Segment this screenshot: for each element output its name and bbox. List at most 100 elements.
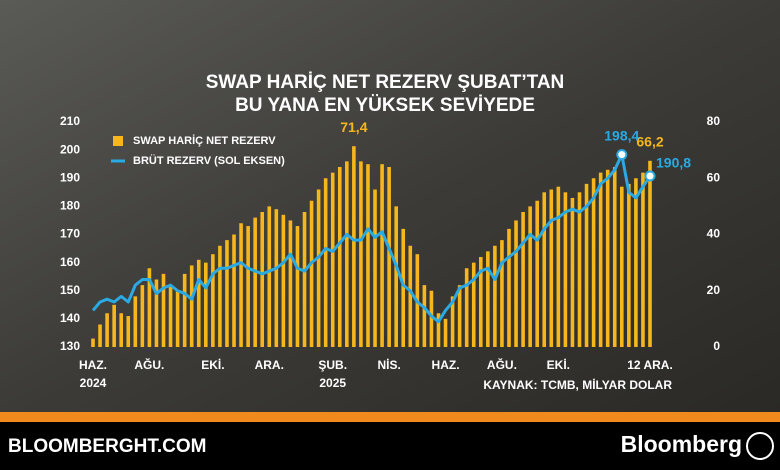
bar <box>598 172 603 347</box>
bar <box>316 189 321 347</box>
bar <box>627 183 631 347</box>
bar <box>380 164 384 347</box>
legend-swatch <box>113 136 123 146</box>
y2-tick-label: 60 <box>707 170 721 184</box>
line <box>91 153 652 324</box>
bar <box>288 220 293 347</box>
bar <box>196 259 201 347</box>
bar <box>295 226 300 347</box>
bar <box>401 228 406 347</box>
footer-stripe <box>0 412 780 422</box>
bar <box>204 262 208 347</box>
bar <box>91 338 95 347</box>
bar <box>563 192 568 347</box>
y-tick-label: 140 <box>60 311 80 325</box>
bar <box>478 257 483 347</box>
bar <box>436 313 441 347</box>
site: BLOOMBERGHT.COM <box>8 436 206 457</box>
x-tick-label: 12 ARA. <box>627 358 673 372</box>
value-label: 66,2 <box>636 134 663 150</box>
bar <box>345 161 349 347</box>
bar <box>147 268 152 347</box>
bar <box>274 209 279 347</box>
bar <box>175 290 180 347</box>
y2-tick-label: 20 <box>707 283 721 297</box>
y-tick-label: 200 <box>60 142 80 156</box>
y-tick-label: 190 <box>60 170 80 184</box>
title-line: SWAP HARİÇ NET REZERV ŞUBAT’TAN <box>206 72 565 93</box>
x-tick-label: AĞU. <box>487 357 517 372</box>
bar <box>119 313 124 347</box>
bar <box>457 285 462 347</box>
bar <box>323 178 328 347</box>
y-tick-label: 150 <box>60 283 80 297</box>
brand: Bloomberg <box>621 431 742 457</box>
bar <box>330 172 335 347</box>
value-label: 71,4 <box>340 119 367 135</box>
bar <box>605 169 610 347</box>
y-tick-label: 160 <box>60 255 80 269</box>
bar <box>239 223 243 347</box>
bar <box>612 167 617 347</box>
bar <box>309 200 314 347</box>
bar <box>634 178 638 347</box>
x-tick-sublabel: 2024 <box>80 376 107 390</box>
bar <box>211 254 215 347</box>
bar <box>218 245 222 347</box>
bar <box>394 206 398 347</box>
bar <box>429 290 434 347</box>
bar <box>337 167 342 347</box>
bar <box>267 206 272 347</box>
bar <box>500 240 504 347</box>
x-tick-label: HAZ. <box>432 358 460 372</box>
bar <box>154 279 159 347</box>
bar <box>450 296 455 347</box>
bar <box>422 285 427 347</box>
bar <box>591 178 596 347</box>
value-label: 198,4 <box>604 127 639 143</box>
y-tick-label: 210 <box>60 114 80 128</box>
bar <box>471 262 476 347</box>
point <box>616 149 628 161</box>
point <box>644 170 656 182</box>
x-tick-label: ŞUB. <box>318 358 347 372</box>
bar <box>133 296 138 347</box>
y-tick-label: 170 <box>60 227 80 241</box>
bar <box>584 183 589 347</box>
bar <box>577 192 582 347</box>
bar <box>140 285 145 347</box>
x-tick-label: EKİ. <box>547 357 570 372</box>
bar <box>246 226 250 347</box>
bar <box>641 172 645 347</box>
bar <box>493 245 497 347</box>
x-tick-sublabel: 2025 <box>319 376 346 390</box>
bar <box>486 251 490 347</box>
bar <box>112 304 116 347</box>
bar <box>514 220 518 347</box>
bar <box>302 212 307 347</box>
logo <box>746 432 774 460</box>
source: KAYNAK: TCMB, MİLYAR DOLAR <box>483 377 672 392</box>
bar <box>168 285 173 347</box>
bar <box>232 234 236 347</box>
x-tick-label: HAZ. <box>79 358 107 372</box>
bar <box>443 318 448 347</box>
bar <box>161 273 166 347</box>
bar <box>507 228 511 347</box>
bar <box>528 206 532 347</box>
x-tick-label: ARA. <box>255 358 284 372</box>
bar <box>182 273 187 347</box>
bar <box>189 265 194 347</box>
bar <box>225 240 229 347</box>
bar <box>535 200 539 347</box>
y-tick-label: 130 <box>60 339 80 353</box>
legend-label: BRÜT REZERV (SOL EKSEN) <box>133 154 285 167</box>
bar <box>648 160 652 347</box>
bar <box>366 164 370 347</box>
bar <box>260 212 265 347</box>
x-tick-label: AĞU. <box>134 357 164 372</box>
value-label: 190,8 <box>656 155 691 171</box>
bar <box>549 189 554 347</box>
x-tick-label: EKİ. <box>201 357 224 372</box>
